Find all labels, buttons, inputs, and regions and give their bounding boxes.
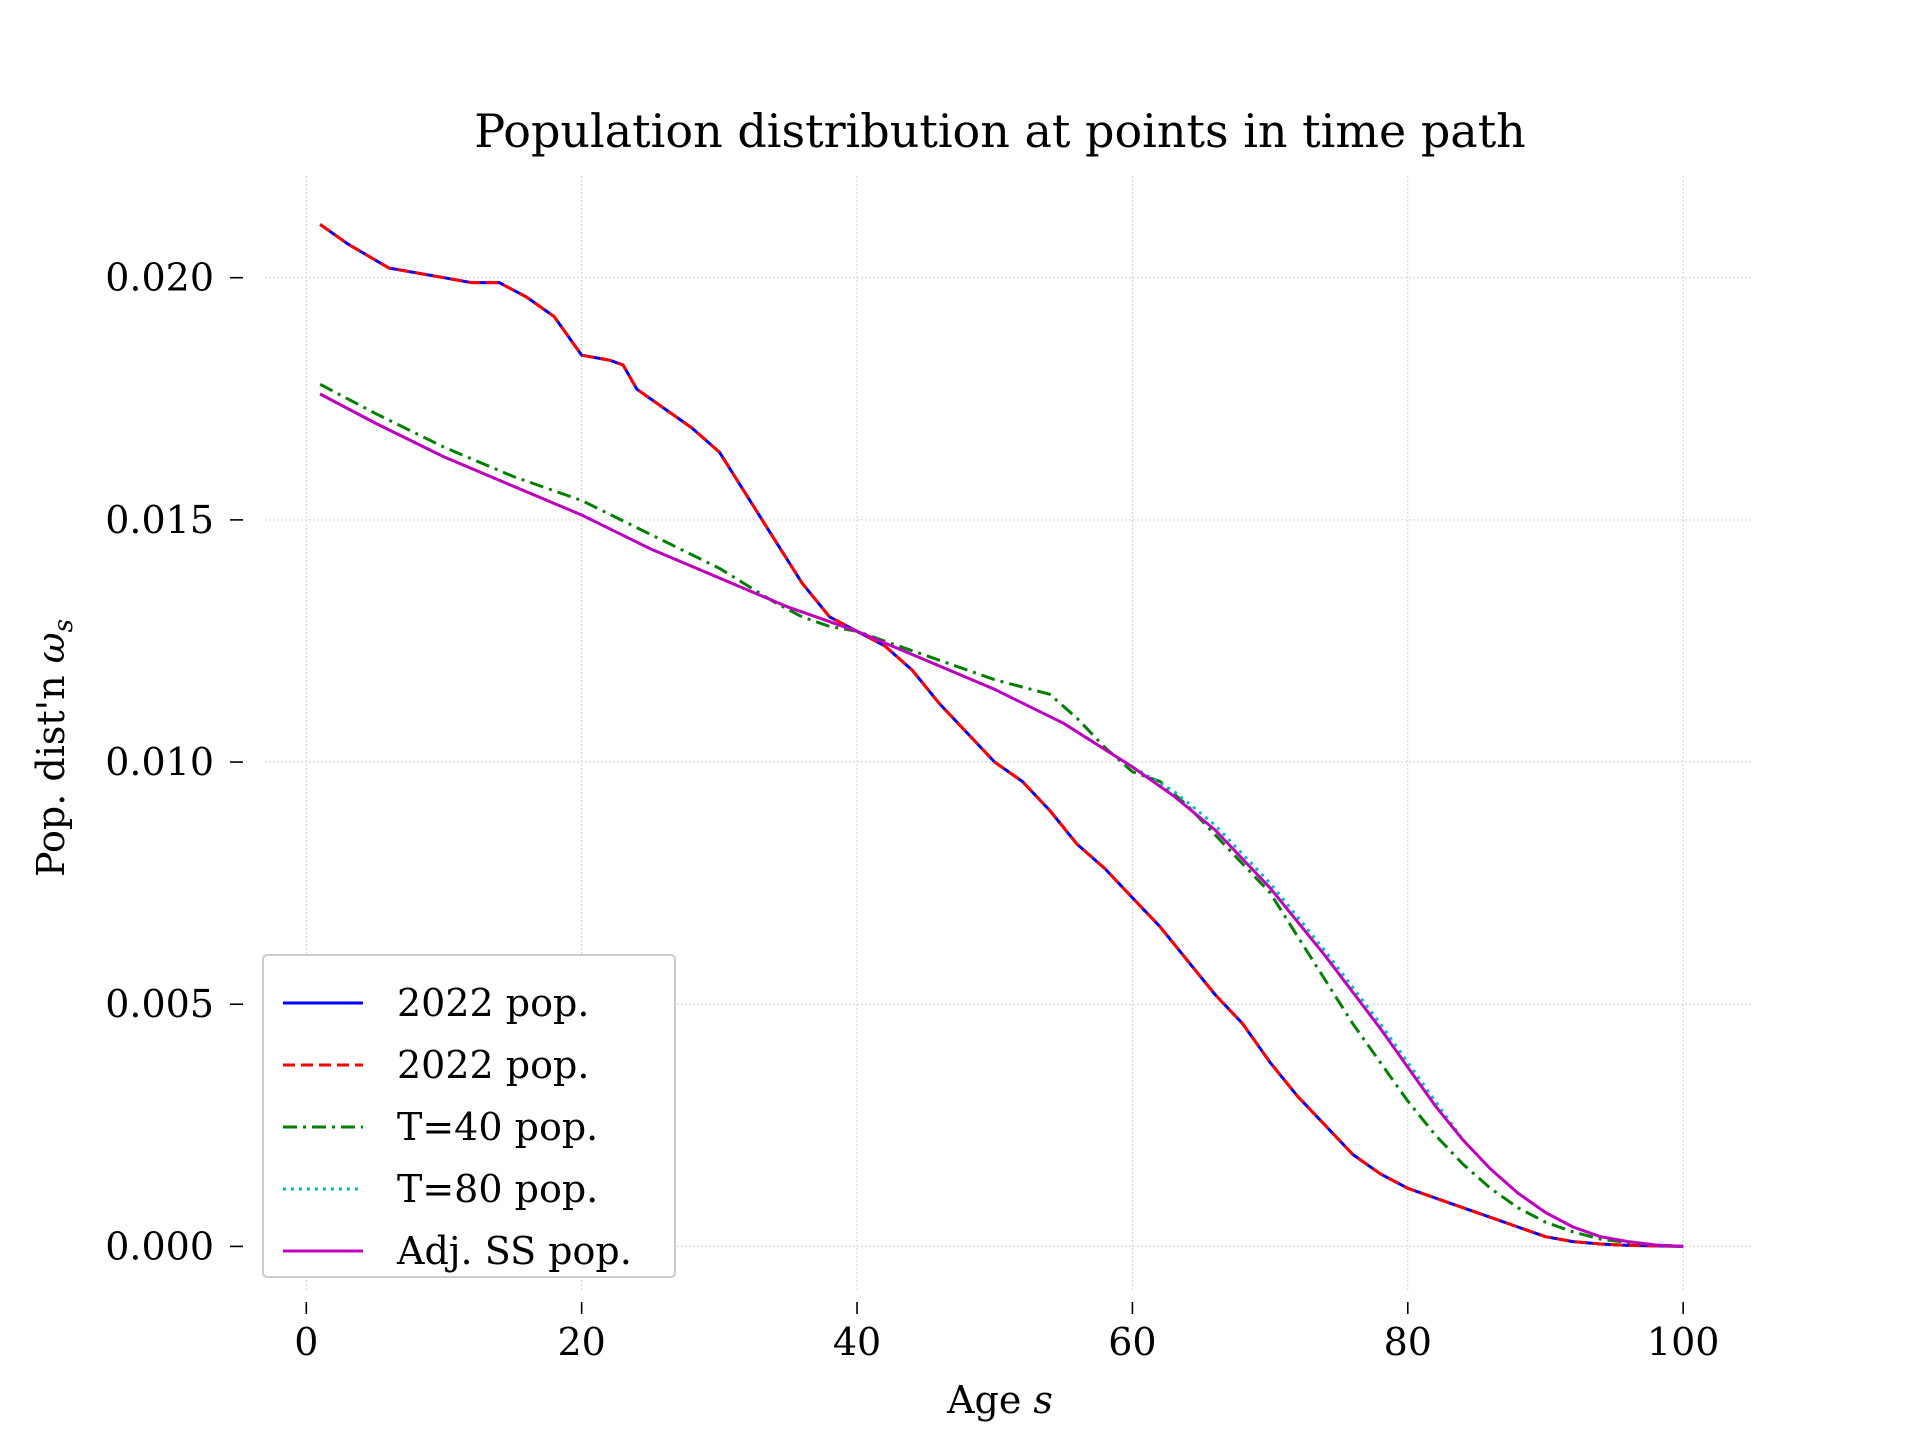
chart-title: Population distribution at points in tim… (474, 104, 1526, 158)
legend-label-3: T=40 pop. (397, 1105, 598, 1149)
y-tick-label: 0.015 (105, 498, 214, 542)
x-axis-label-text: Age (946, 1378, 1033, 1422)
series-layer (319, 223, 1684, 1248)
series-line-5 (319, 392, 1684, 1248)
legend-label-4: T=80 pop. (397, 1167, 598, 1211)
x-tick-label: 0 (294, 1320, 318, 1364)
x-tick-label: 40 (833, 1320, 881, 1364)
y-tick-label: 0.020 (105, 256, 214, 300)
y-axis-label-text: Pop. dist'n (29, 663, 73, 877)
legend-label-5: Adj. SS pop. (396, 1229, 632, 1273)
x-axis-label: Age s (946, 1378, 1053, 1422)
y-tick-label: 0.010 (105, 740, 214, 784)
legend: 2022 pop. 2022 pop. T=40 pop. T=80 pop. Adj.… (262, 954, 676, 1278)
x-tick-label: 20 (557, 1320, 605, 1364)
legend-box (262, 954, 676, 1278)
x-tick-label: 80 (1384, 1320, 1432, 1364)
legend-label-2: 2022 pop. (397, 1043, 589, 1087)
axis-ticks: 0 20 40 60 80 100 0.000 0.005 0.010 0.015 0.020 (105, 256, 1719, 1364)
y-axis-label: Pop. dist'n ωs (29, 619, 79, 877)
series-line-2 (319, 223, 1684, 1248)
y-tick-label: 0.005 (105, 982, 214, 1026)
x-tick-label: 60 (1108, 1320, 1156, 1364)
y-axis-label-subscript: s (49, 619, 79, 632)
x-tick-label: 100 (1647, 1320, 1720, 1364)
legend-label-1: 2022 pop. (397, 981, 589, 1025)
y-tick-label: 0.000 (105, 1224, 214, 1268)
y-axis-label-variable: ω (29, 632, 73, 663)
x-axis-label-variable: s (1033, 1378, 1053, 1422)
